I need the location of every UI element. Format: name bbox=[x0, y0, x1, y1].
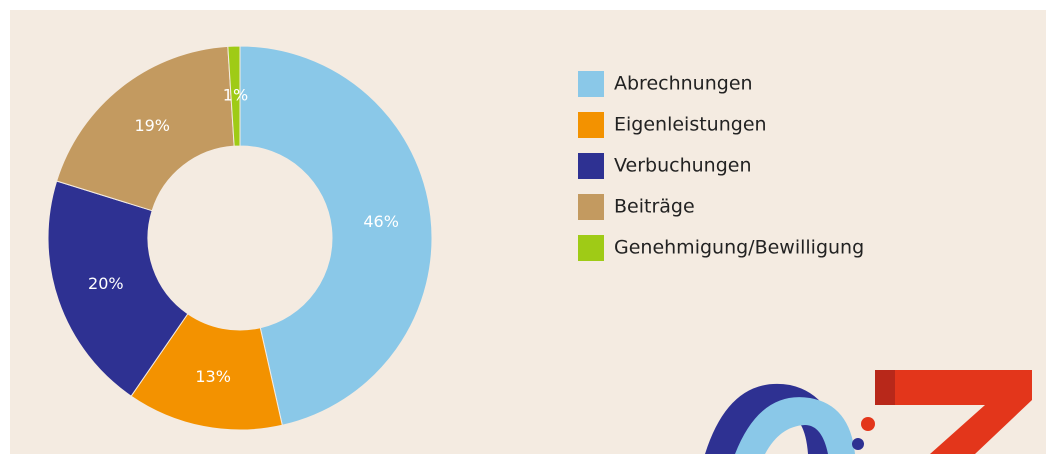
logo-z bbox=[875, 370, 1032, 454]
logo-arc-light bbox=[735, 397, 855, 454]
slice-label: 13% bbox=[195, 367, 231, 386]
legend-label: Abrechnungen bbox=[614, 73, 753, 95]
legend-label: Verbuchungen bbox=[614, 155, 752, 177]
legend-label: Genehmigung/Bewilligung bbox=[614, 237, 864, 259]
slice-label: 46% bbox=[363, 212, 399, 231]
logo-dot bbox=[852, 438, 864, 450]
donut-slice bbox=[56, 45, 235, 212]
slice-label: 1% bbox=[223, 86, 248, 105]
donut-slice bbox=[227, 45, 241, 147]
legend-label: Eigenleistungen bbox=[614, 114, 767, 136]
legend-swatch bbox=[578, 71, 604, 97]
legend-swatch bbox=[578, 153, 604, 179]
donut-slice bbox=[239, 45, 433, 426]
legend-swatch bbox=[578, 112, 604, 138]
slice-label: 20% bbox=[88, 274, 124, 293]
donut-slice bbox=[47, 180, 189, 397]
legend-swatch bbox=[578, 194, 604, 220]
legend-label: Beiträge bbox=[614, 196, 695, 218]
logo-dot bbox=[861, 417, 875, 431]
legend-swatch bbox=[578, 235, 604, 261]
logo-z-shade bbox=[875, 370, 895, 405]
logo bbox=[705, 370, 1032, 454]
slice-label: 19% bbox=[134, 116, 170, 135]
